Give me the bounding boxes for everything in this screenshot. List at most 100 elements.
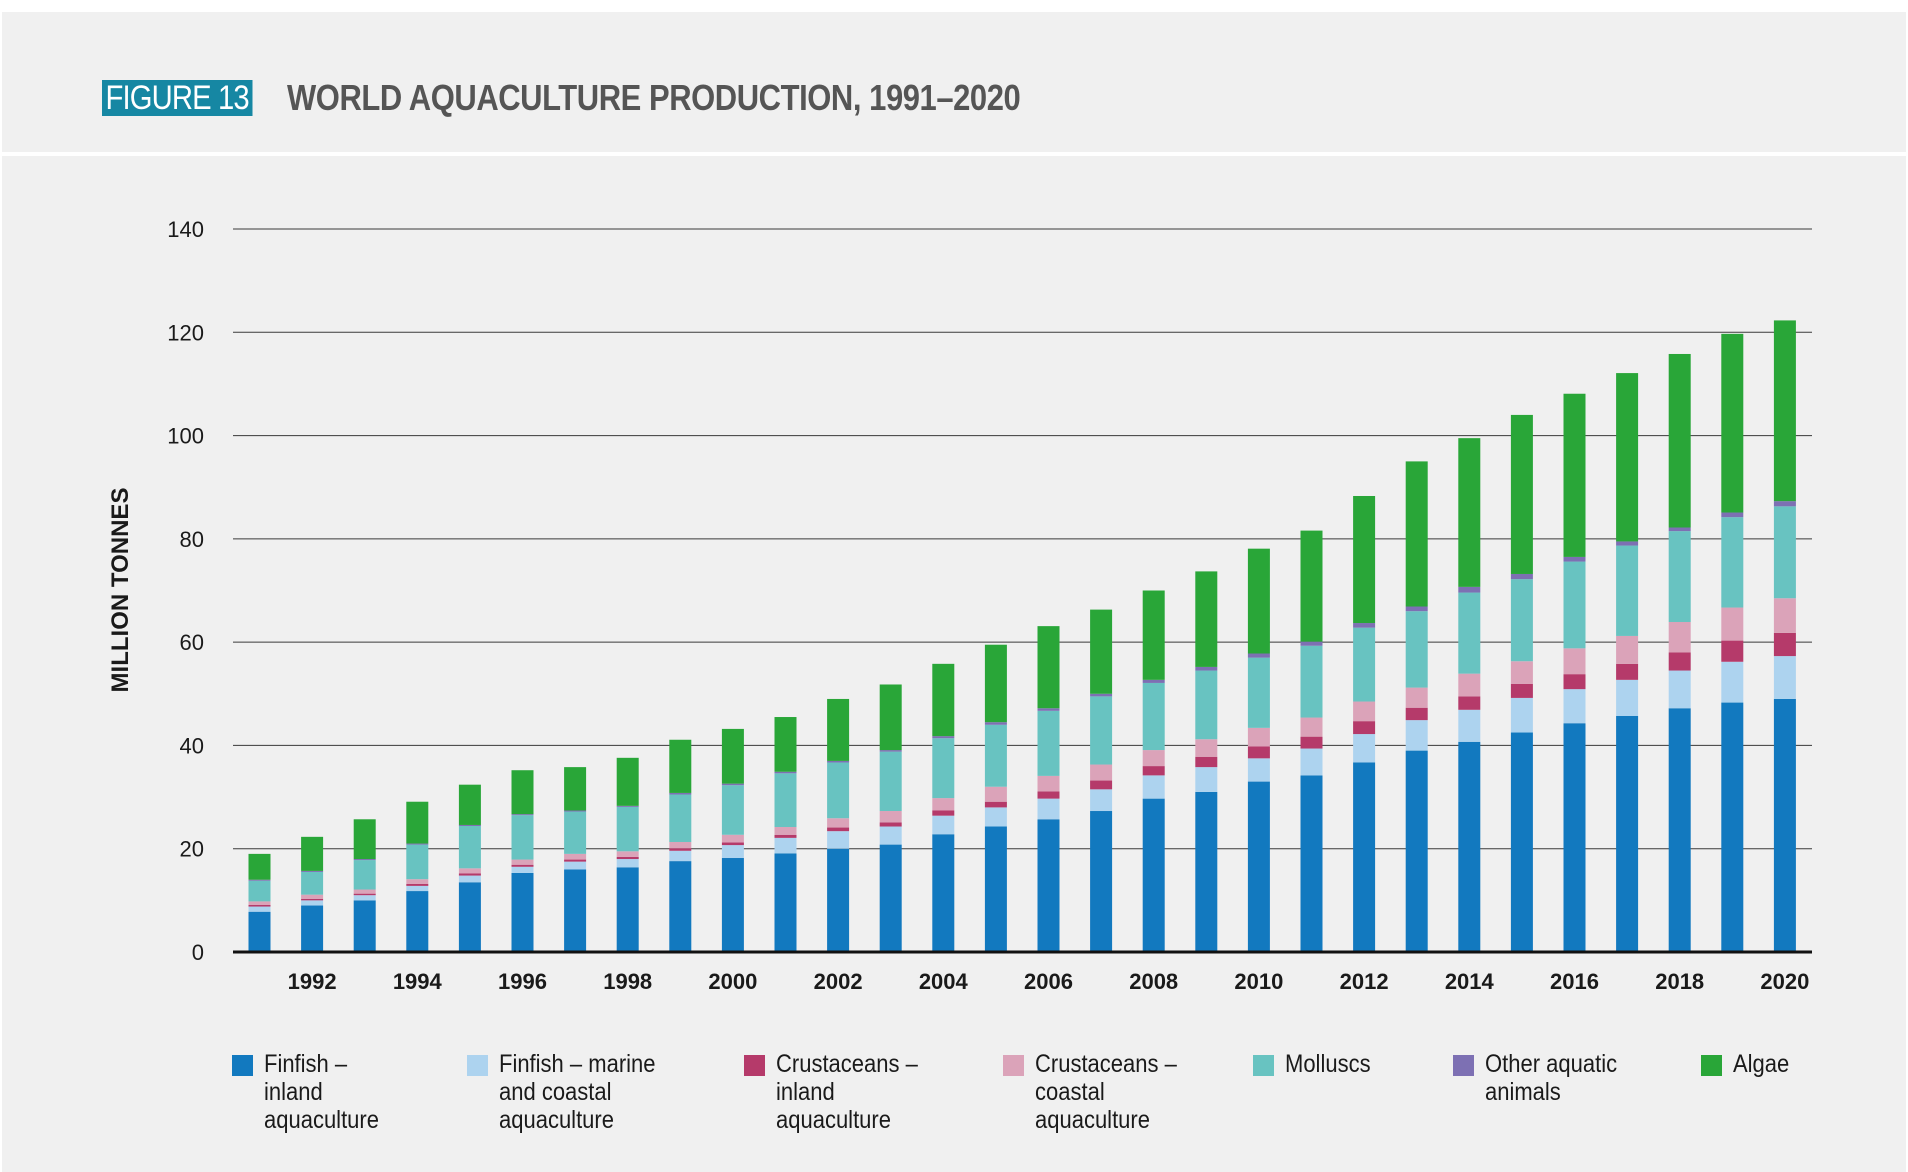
bar-segment-6-2017 — [1616, 541, 1639, 546]
bar-segment-1-2009 — [1195, 791, 1218, 952]
bar-segment-7-2005 — [984, 644, 1007, 723]
bar-segment-1-2003 — [879, 844, 902, 952]
bar-segment-4-1999 — [669, 842, 692, 849]
bar-segment-3-2012 — [1353, 721, 1376, 735]
bar-segment-4-2006 — [1037, 775, 1060, 792]
bar-segment-6-2008 — [1142, 679, 1165, 683]
bar-segment-7-1997 — [564, 767, 587, 811]
bar-segment-3-2003 — [879, 822, 902, 827]
bar-segment-6-2019 — [1721, 512, 1744, 518]
y-tick-label: 80 — [180, 527, 204, 552]
bar-segment-7-2009 — [1195, 571, 1218, 667]
bar-segment-1-2011 — [1300, 775, 1323, 952]
legend-item: Algae — [1701, 1050, 1797, 1078]
bar-segment-2-2016 — [1563, 689, 1586, 724]
bar-segment-4-1996 — [511, 859, 534, 865]
bar-segment-4-2017 — [1616, 635, 1639, 664]
bar-segment-7-2019 — [1721, 333, 1744, 513]
legend-item: Crustaceans – inland aquaculture — [744, 1050, 937, 1134]
bar-segment-3-2006 — [1037, 791, 1060, 799]
bar-segment-6-2003 — [879, 750, 902, 752]
bar-segment-4-1992 — [301, 894, 324, 899]
bar-segment-5-2019 — [1721, 517, 1744, 608]
bar-segment-7-2013 — [1405, 461, 1428, 607]
y-tick-label: 140 — [167, 217, 204, 242]
bar-segment-1-2004 — [932, 834, 955, 952]
bar-segment-2-1994 — [406, 885, 429, 892]
bar-segment-1-2017 — [1616, 715, 1639, 952]
bar-segment-1-2014 — [1458, 741, 1481, 952]
legend-item: Crustaceans – coastal aquaculture — [1003, 1050, 1196, 1134]
bar-segment-6-2020 — [1773, 501, 1796, 507]
x-tick-label: 1994 — [393, 969, 443, 994]
bar-segment-7-2016 — [1563, 393, 1586, 557]
bar-segment-5-2018 — [1668, 531, 1691, 623]
y-tick-label: 40 — [180, 733, 204, 758]
x-tick-label: 2018 — [1655, 969, 1704, 994]
x-tick-label: 2004 — [919, 969, 969, 994]
bar-segment-2-2008 — [1142, 775, 1165, 799]
bar-segment-4-1997 — [564, 853, 587, 860]
bar-segment-6-2015 — [1510, 573, 1533, 580]
bar-segment-1-2015 — [1510, 732, 1533, 952]
bar-segment-5-1996 — [511, 815, 534, 860]
legend-label: Crustaceans – coastal aquaculture — [1035, 1050, 1177, 1134]
bar-segment-2-2001 — [774, 837, 797, 854]
bar-segment-3-2000 — [721, 842, 744, 846]
bar-segment-3-1992 — [301, 898, 324, 901]
bar-segment-2-1995 — [458, 875, 481, 883]
bar-segment-7-1994 — [406, 801, 429, 844]
bar-segment-3-2009 — [1195, 756, 1218, 768]
bar-segment-2-1996 — [511, 866, 534, 873]
bar-segment-1-2019 — [1721, 702, 1744, 952]
legend-item: Other aquatic animals — [1453, 1050, 1635, 1106]
bar-segment-3-2004 — [932, 810, 955, 816]
bar-segment-2-1992 — [301, 900, 324, 906]
bar-segment-2-1993 — [353, 895, 376, 901]
bar-segment-3-1994 — [406, 883, 429, 886]
bar-segment-6-2001 — [774, 771, 797, 774]
x-tick-label: 1996 — [498, 969, 547, 994]
bar-segment-7-2015 — [1510, 414, 1533, 574]
bar-segment-4-2004 — [932, 798, 955, 811]
legend-label: Other aquatic animals — [1485, 1050, 1618, 1106]
legend-label: Finfish – marine and coastal aquaculture — [499, 1050, 656, 1134]
bar-segment-4-2009 — [1195, 739, 1218, 757]
bar-segment-1-2016 — [1563, 723, 1586, 952]
bar-segment-6-1998 — [616, 805, 639, 807]
legend-swatch — [232, 1055, 253, 1076]
y-tick-label: 120 — [167, 320, 204, 345]
x-tick-label: 2014 — [1445, 969, 1495, 994]
bar-segment-3-2008 — [1142, 766, 1165, 776]
x-tick-label: 2006 — [1024, 969, 1073, 994]
bar-segment-6-2016 — [1563, 556, 1586, 562]
bar-segment-1-2006 — [1037, 819, 1060, 952]
bar-segment-7-2006 — [1037, 626, 1060, 709]
bar-segment-5-2016 — [1563, 561, 1586, 649]
bar-segment-2-2009 — [1195, 767, 1218, 792]
bar-segment-2-2019 — [1721, 661, 1744, 703]
bar-segment-4-2008 — [1142, 750, 1165, 767]
bar-segment-1-2018 — [1668, 708, 1691, 952]
bar-segment-5-2015 — [1510, 579, 1533, 662]
bar-segment-3-2010 — [1247, 746, 1270, 759]
legend-label: Finfish – inland aquaculture — [264, 1050, 379, 1134]
bar-segment-6-2002 — [827, 760, 850, 763]
bar-segment-5-1999 — [669, 794, 692, 843]
legend-swatch — [744, 1055, 765, 1076]
bar-segment-3-2020 — [1773, 632, 1796, 657]
figure-panel: FIGURE 13 WORLD AQUACULTURE PRODUCTION, … — [2, 12, 1906, 1172]
bar-segment-1-1993 — [353, 900, 376, 952]
bar-segment-4-2012 — [1353, 701, 1376, 722]
bar-segment-7-2014 — [1458, 438, 1481, 587]
figure-label: FIGURE 13 — [102, 80, 253, 116]
bar-segment-3-1999 — [669, 848, 692, 851]
bar-segment-3-2011 — [1300, 736, 1323, 749]
bar-segment-1-1999 — [669, 861, 692, 952]
y-tick-label: 100 — [167, 424, 204, 449]
bar-segment-5-2009 — [1195, 670, 1218, 740]
bar-segment-2-2010 — [1247, 758, 1270, 782]
bar-segment-5-2004 — [932, 738, 955, 799]
bar-segment-4-2011 — [1300, 717, 1323, 737]
bar-segment-4-2020 — [1773, 598, 1796, 633]
